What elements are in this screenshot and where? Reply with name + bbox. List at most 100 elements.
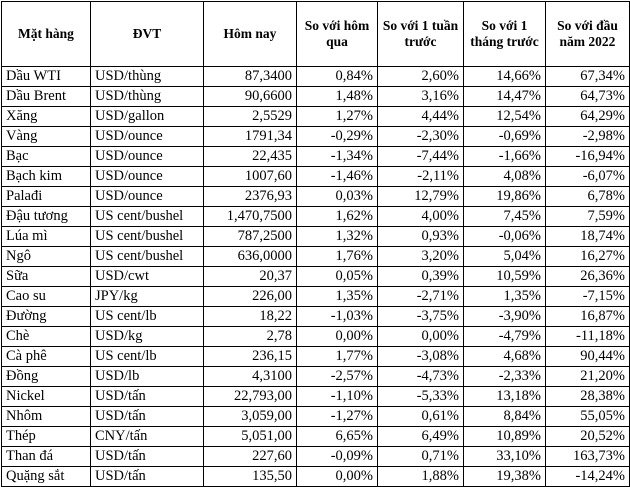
vs-year-start-cell: 18,74%: [545, 226, 630, 247]
vs-year-start-cell: 28,38%: [545, 386, 630, 407]
vs-yesterday-cell: 0,84%: [296, 66, 378, 87]
vs-month-cell: 4,08%: [463, 166, 546, 187]
header-unit: ĐVT: [90, 1, 204, 67]
vs-month-cell: 5,04%: [463, 246, 546, 267]
commodity-cell: Lúa mì: [1, 226, 91, 247]
vs-year-start-cell: 90,44%: [545, 346, 630, 367]
today-cell: 2376,93: [203, 186, 297, 207]
commodity-cell: Thép: [1, 426, 91, 447]
today-cell: 4,3100: [203, 366, 297, 387]
vs-month-cell: 19,86%: [463, 186, 546, 207]
commodity-cell: Đồng: [1, 366, 91, 387]
commodity-cell: Sữa: [1, 266, 91, 287]
vs-week-cell: -4,73%: [377, 366, 464, 387]
today-cell: 226,00: [203, 286, 297, 307]
unit-cell: USD/ounce: [90, 186, 204, 207]
commodity-cell: Nhôm: [1, 406, 91, 427]
unit-cell: US cent/bushel: [90, 246, 204, 267]
unit-cell: USD/gallon: [90, 106, 204, 127]
vs-yesterday-cell: 1,76%: [296, 246, 378, 267]
header-today: Hôm nay: [203, 1, 297, 67]
unit-cell: USD/ounce: [90, 126, 204, 147]
vs-year-start-cell: -16,94%: [545, 146, 630, 167]
vs-week-cell: 4,44%: [377, 106, 464, 127]
header-vs-yesterday: So với hôm qua: [296, 1, 378, 67]
vs-yesterday-cell: -0,09%: [296, 446, 378, 467]
unit-cell: USD/thùng: [90, 66, 204, 87]
table-row: Đồng USD/lb 4,3100 -2,57% -4,73% -2,33% 21,20%: [1, 366, 630, 387]
vs-month-cell: 7,45%: [463, 206, 546, 227]
table-row: Cà phê US cent/lb 236,15 1,77% -3,08% 4,68% 90…: [1, 346, 630, 367]
vs-year-start-cell: -2,98%: [545, 126, 630, 147]
table-row: Quặng sắt USD/tấn 135,50 0,00% 1,88% 19,38% -1…: [1, 466, 630, 487]
vs-year-start-cell: 7,59%: [545, 206, 630, 227]
vs-month-cell: 10,59%: [463, 266, 546, 287]
unit-cell: USD/kg: [90, 326, 204, 347]
today-cell: 22,435: [203, 146, 297, 167]
unit-cell: US cent/lb: [90, 346, 204, 367]
unit-cell: USD/lb: [90, 366, 204, 387]
today-cell: 22,793,00: [203, 386, 297, 407]
vs-year-start-cell: 55,05%: [545, 406, 630, 427]
vs-week-cell: 1,88%: [377, 466, 464, 487]
vs-year-start-cell: 67,34%: [545, 66, 630, 87]
commodity-cell: Đậu tương: [1, 206, 91, 227]
vs-year-start-cell: 16,27%: [545, 246, 630, 267]
vs-month-cell: 14,66%: [463, 66, 546, 87]
commodity-cell: Bạc: [1, 146, 91, 167]
today-cell: 1791,34: [203, 126, 297, 147]
commodity-cell: Palađi: [1, 186, 91, 207]
vs-week-cell: 12,79%: [377, 186, 464, 207]
vs-yesterday-cell: 1,62%: [296, 206, 378, 227]
vs-month-cell: -4,79%: [463, 326, 546, 347]
today-cell: 1007,60: [203, 166, 297, 187]
vs-year-start-cell: 64,73%: [545, 86, 630, 107]
table-row: Thép CNY/tấn 5,051,00 6,65% 6,49% 10,89% 20,52…: [1, 426, 630, 447]
table-row: Bạch kim USD/ounce 1007,60 -1,46% -2,11% 4,08…: [1, 166, 630, 187]
vs-yesterday-cell: 1,48%: [296, 86, 378, 107]
vs-yesterday-cell: 0,03%: [296, 186, 378, 207]
vs-yesterday-cell: -2,57%: [296, 366, 378, 387]
unit-cell: USD/cwt: [90, 266, 204, 287]
commodity-cell: Bạch kim: [1, 166, 91, 187]
vs-yesterday-cell: 0,05%: [296, 266, 378, 287]
today-cell: 3,059,00: [203, 406, 297, 427]
vs-week-cell: -3,08%: [377, 346, 464, 367]
vs-month-cell: 13,18%: [463, 386, 546, 407]
vs-month-cell: -2,33%: [463, 366, 546, 387]
vs-yesterday-cell: 1,35%: [296, 286, 378, 307]
vs-month-cell: 4,68%: [463, 346, 546, 367]
table-row: Cao su JPY/kg 226,00 1,35% -2,71% 1,35% -7,15%: [1, 286, 630, 307]
vs-month-cell: 10,89%: [463, 426, 546, 447]
commodity-cell: Xăng: [1, 106, 91, 127]
commodity-cell: Dầu WTI: [1, 66, 91, 87]
today-cell: 236,15: [203, 346, 297, 367]
vs-week-cell: 6,49%: [377, 426, 464, 447]
vs-week-cell: -7,44%: [377, 146, 464, 167]
table-row: Lúa mì US cent/bushel 787,2500 1,32% 0,93% -0…: [1, 226, 630, 247]
vs-month-cell: 14,47%: [463, 86, 546, 107]
table-body: Dầu WTI USD/thùng 87,3400 0,84% 2,60% 14,66% 6…: [1, 66, 630, 487]
vs-month-cell: 33,10%: [463, 446, 546, 467]
vs-year-start-cell: -11,18%: [545, 326, 630, 347]
vs-week-cell: -2,30%: [377, 126, 464, 147]
vs-year-start-cell: 20,52%: [545, 426, 630, 447]
vs-week-cell: -2,71%: [377, 286, 464, 307]
header-vs-month: So với 1 tháng trước: [463, 1, 546, 67]
vs-year-start-cell: 21,20%: [545, 366, 630, 387]
table-row: Nickel USD/tấn 22,793,00 -1,10% -5,33% 13,18%…: [1, 386, 630, 407]
today-cell: 636,0000: [203, 246, 297, 267]
unit-cell: US cent/bushel: [90, 226, 204, 247]
table-row: Than đá USD/tấn 227,60 -0,09% 0,71% 33,10% 163…: [1, 446, 630, 467]
vs-week-cell: 0,00%: [377, 326, 464, 347]
commodity-cell: Nickel: [1, 386, 91, 407]
unit-cell: CNY/tấn: [90, 426, 204, 447]
vs-yesterday-cell: 1,32%: [296, 226, 378, 247]
vs-year-start-cell: 64,29%: [545, 106, 630, 127]
table-row: Xăng USD/gallon 2,5529 1,27% 4,44% 12,54% 64,2…: [1, 106, 630, 127]
header-row: Mặt hàng ĐVT Hôm nay So với hôm qua So v…: [1, 1, 630, 67]
vs-yesterday-cell: 1,27%: [296, 106, 378, 127]
today-cell: 87,3400: [203, 66, 297, 87]
table-row: Đường US cent/lb 18,22 -1,03% -3,75% -3,90% 16…: [1, 306, 630, 327]
